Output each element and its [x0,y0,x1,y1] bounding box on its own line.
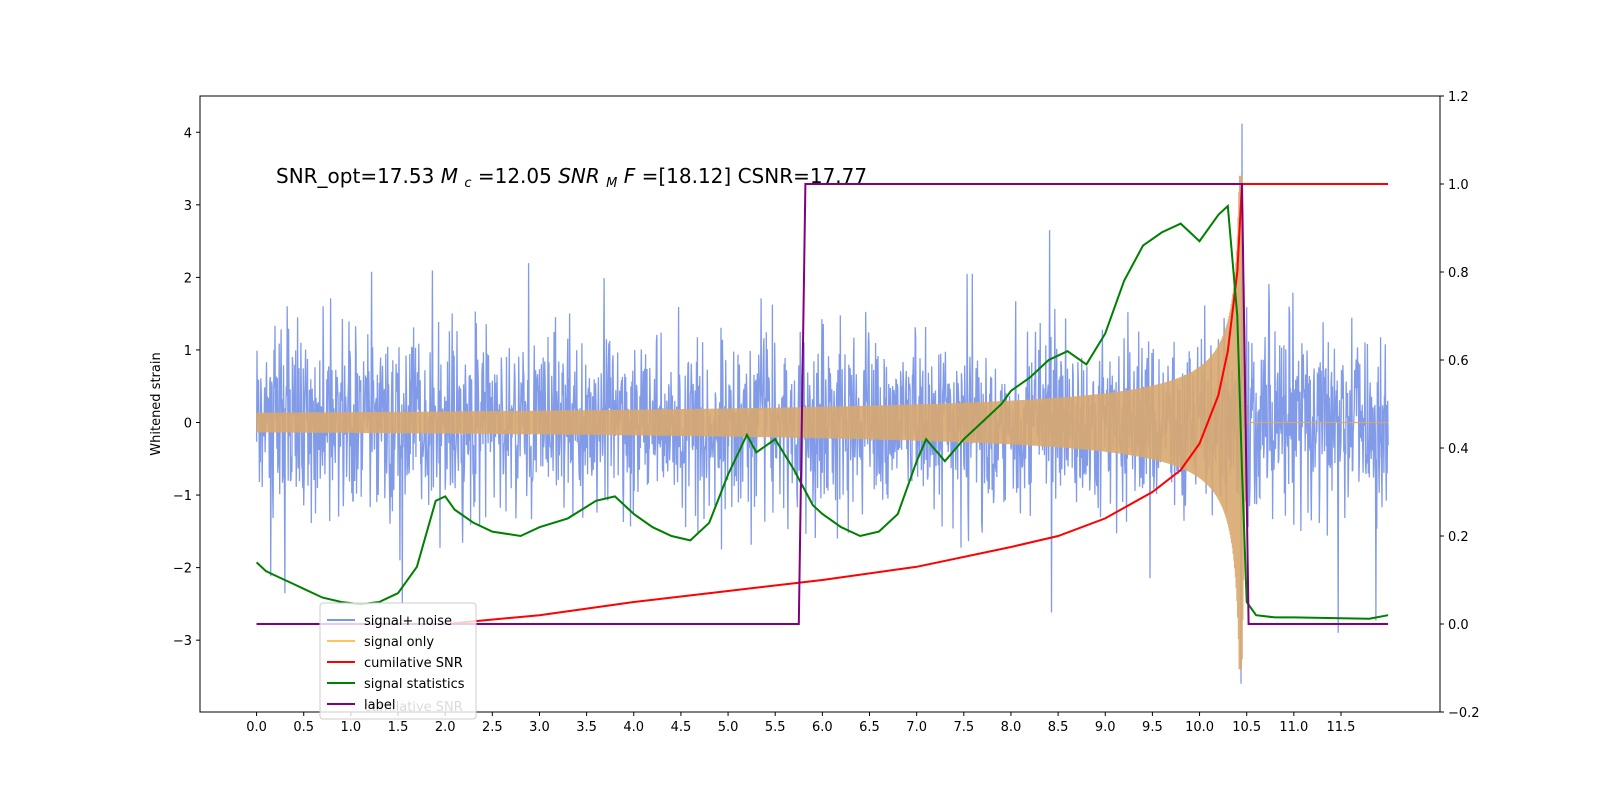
x-tick-label: 5.0 [718,720,739,735]
x-tick-label: 4.0 [623,720,644,735]
x-tick-label: 4.5 [671,720,692,735]
series-cumilative-snr [256,183,1389,625]
x-tick-label: 1.5 [388,720,409,735]
x-tick-label: 10.0 [1185,720,1214,735]
x-tick-label: 11.5 [1327,720,1356,735]
x-tick-label: 9.5 [1142,720,1163,735]
series-signal-statistics [255,203,1389,620]
y-left-tick-label: 3 [184,199,192,214]
legend-label: signal+ noise [364,614,452,629]
x-tick-label: 3.5 [576,720,597,735]
annotation-mc-value: =12.05 [478,164,558,188]
y-axis-left: 4 3 2 1 0 −1 −2 −3 [173,126,200,649]
axes-frame [199,95,1441,713]
x-tick-label: 11.0 [1279,720,1308,735]
x-tick-label: 2.5 [482,720,503,735]
y-right-tick-label: 1.0 [1448,178,1469,193]
series-label [256,183,1389,625]
x-tick-label: 5.5 [765,720,786,735]
legend-label: signal statistics [364,677,465,692]
y-right-tick-label: −0.2 [1448,706,1480,721]
legend-label: signal only [364,635,434,650]
legend-label: cumilative SNR [364,656,463,671]
y-left-tick-label: −3 [173,634,192,649]
annotation-snr-f: F [624,164,636,188]
legend-label: label [364,698,395,713]
y-left-tick-label: −1 [173,489,192,504]
series-signal-only [256,175,1389,670]
y-right-tick-label: 0.6 [1448,354,1469,369]
legend: cumilative SNR signal+ noise signal only c… [319,602,477,720]
x-tick-label: 0.5 [293,720,314,735]
x-tick-label: 7.5 [953,720,974,735]
y-right-tick-label: 0.0 [1448,618,1469,633]
y-axis-title: Whitened strain [149,352,164,455]
x-tick-label: 3.0 [529,720,550,735]
y-left-tick-label: 0 [184,417,192,432]
chart-annotation: SNR_opt=17.53 M c =12.05 SNR M F =[18.12… [276,164,867,192]
x-tick-label: 2.0 [435,720,456,735]
x-tick-label: 1.0 [341,720,362,735]
annotation-snr-symbol: SNR [558,164,600,188]
y-right-tick-label: 0.8 [1448,266,1469,281]
annotation-snr-value: =[18.12] CSNR=17.77 [642,164,868,188]
y-right-tick-label: 0.2 [1448,530,1469,545]
y-right-tick-label: 0.4 [1448,442,1469,457]
x-tick-label: 8.0 [1001,720,1022,735]
x-axis: 0.0 0.5 1.0 1.5 2.0 2.5 3.0 3.5 4.0 4.5 5.0 5.5 6.0 6… [246,712,1355,735]
plot-area [255,123,1389,684]
x-tick-label: 6.0 [812,720,833,735]
legend-box [319,602,477,720]
annotation-prefix: SNR_opt=17.53 [276,164,441,188]
x-tick-label: 9.0 [1095,720,1116,735]
y-left-tick-label: 1 [184,344,192,359]
x-tick-label: 10.5 [1232,720,1261,735]
x-tick-label: 0.0 [246,720,267,735]
y-axis-right: 1.2 1.0 0.8 0.6 0.4 0.2 0.0 −0.2 [1440,90,1480,721]
annotation-mc-sub: c [464,176,471,191]
y-left-tick-label: 2 [184,271,192,286]
x-tick-label: 7.0 [906,720,927,735]
legend-entries: signal+ noise signal only cumilative SNR si… [327,614,465,713]
y-right-tick-label: 1.2 [1448,90,1469,105]
x-tick-label: 8.5 [1048,720,1069,735]
x-tick-label: 6.5 [859,720,880,735]
y-left-tick-label: −2 [173,562,192,577]
y-left-tick-label: 4 [184,126,192,141]
annotation-snr-sub: M [606,176,617,191]
legend-ghost-text: cumilative SNR [364,700,463,715]
annotation-mc-symbol: M [441,164,458,188]
